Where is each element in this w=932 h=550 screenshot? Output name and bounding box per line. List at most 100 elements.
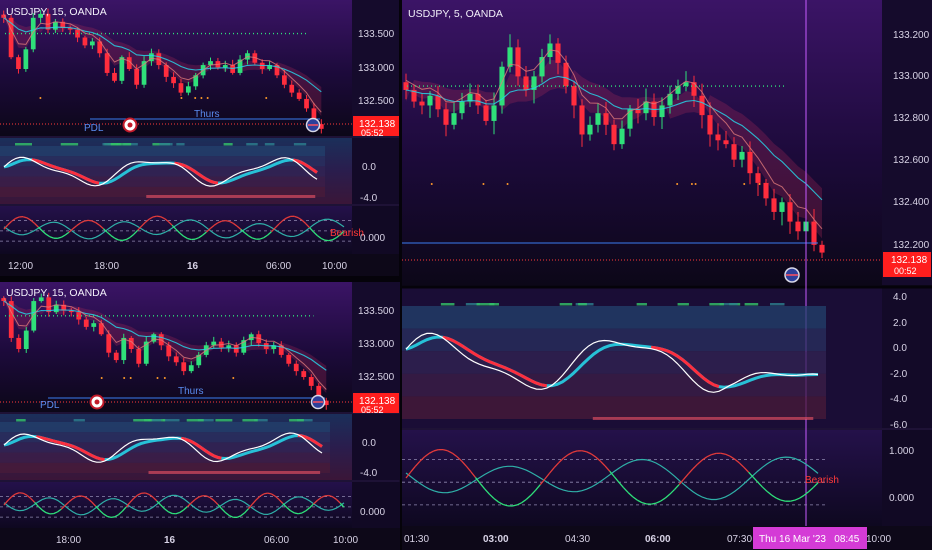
- osc-strip: [215, 419, 233, 422]
- time-axis-bg: [0, 254, 400, 276]
- candle: [723, 140, 729, 145]
- osc-bear-segment: [63, 168, 68, 173]
- vol-line-trend: [627, 492, 634, 498]
- vol-line-trend: [738, 462, 745, 468]
- osc-bear-segment: [181, 163, 187, 168]
- candle: [459, 101, 465, 114]
- osc-bear-segment: [47, 438, 53, 443]
- price-badge-value: 132.138: [359, 119, 396, 130]
- vol-line-trend: [76, 495, 81, 498]
- time-tick: 06:00: [645, 534, 671, 545]
- candle: [76, 312, 82, 320]
- vol-line-trend: [678, 478, 685, 485]
- vol-line-trend: [706, 453, 712, 458]
- vol-line-trend: [183, 235, 188, 240]
- osc-tick: 0.0: [362, 162, 376, 173]
- vol-line-trend: [102, 228, 108, 233]
- oscillator: [402, 303, 826, 420]
- vol-line-trend: [498, 501, 504, 506]
- vol-line-trend: [535, 484, 541, 491]
- candle: [163, 65, 169, 77]
- candle: [53, 21, 58, 30]
- price-badge: [883, 252, 931, 277]
- vol-line-trend: [194, 496, 200, 501]
- candle: [8, 17, 14, 58]
- candle: [304, 98, 309, 109]
- osc-bear-segment: [83, 450, 90, 456]
- vol-line-trend: [544, 472, 551, 480]
- vol-line-trend: [447, 450, 453, 454]
- osc-bear-segment: [300, 160, 306, 166]
- vol-line-trend: [198, 495, 203, 498]
- osc-bear-segment: [317, 442, 323, 448]
- candle: [106, 334, 112, 353]
- price-tick: 133.000: [358, 63, 395, 74]
- vol-line-trend: [525, 494, 532, 500]
- vol-line-trend: [549, 467, 555, 474]
- vol-line-trend: [80, 220, 85, 224]
- candle: [68, 310, 74, 313]
- osc-bear-segment: [442, 335, 449, 340]
- vol-line-trend: [701, 456, 708, 461]
- price-badge-value: 132.138: [891, 255, 928, 266]
- osc-bear-segment: [686, 362, 694, 370]
- osc-bear-segment: [71, 444, 78, 450]
- candle: [222, 65, 228, 68]
- osc-bear-segment: [63, 442, 69, 447]
- vol-line-trend: [720, 452, 726, 455]
- osc-bear-segment: [671, 351, 678, 358]
- vol-line-trend: [171, 224, 177, 230]
- vol-line-trend: [125, 236, 131, 241]
- vol-line-trend: [451, 452, 458, 458]
- osc-strip: [176, 143, 185, 146]
- vol-line-trend: [45, 233, 51, 238]
- osc-bear-segment: [196, 443, 203, 449]
- vol-tick: 0.000: [360, 507, 385, 518]
- vol-line-trend: [118, 510, 123, 516]
- vol-line-trend: [183, 506, 188, 511]
- date-badge: [753, 527, 867, 549]
- candle: [1, 298, 7, 302]
- osc-bear-segment: [59, 441, 65, 446]
- vol-line-trend: [271, 493, 276, 497]
- osc-bear-segment: [59, 167, 64, 172]
- date-badge-text: Thu 16 Mar '23 08:45: [759, 534, 860, 545]
- candle: [136, 349, 142, 364]
- osc-bear-segment: [457, 342, 465, 348]
- price-tick: 133.000: [893, 71, 930, 82]
- time-tick: 18:00: [56, 535, 81, 546]
- candle: [499, 66, 505, 106]
- osc-bear-segment: [530, 379, 538, 385]
- trend-strength-pane: [402, 448, 826, 507]
- osc-bear-segment: [304, 163, 310, 169]
- price-tick: 132.500: [358, 96, 395, 107]
- osc-strip: [578, 303, 587, 306]
- vol-line-trend: [137, 225, 143, 231]
- vol-line-trend: [414, 460, 421, 467]
- price-tick: 133.000: [358, 339, 395, 350]
- osc-strip: [133, 419, 151, 422]
- signal-dot: [100, 377, 103, 379]
- osc-strip: [159, 143, 173, 146]
- vol-line-trend: [72, 496, 77, 500]
- price-pane-bg: [402, 0, 882, 285]
- vol-line-trend: [194, 237, 200, 240]
- candle: [667, 93, 673, 106]
- vol-line-trend: [122, 238, 127, 242]
- osc-bear-segment: [204, 449, 211, 455]
- vol-line-trend: [68, 498, 74, 503]
- vol-line-trend: [301, 510, 307, 514]
- vol-line-trend: [748, 471, 754, 478]
- vol-line-trend: [225, 220, 230, 223]
- vol-line-trend: [664, 493, 671, 499]
- osc-bear-segment: [193, 169, 199, 175]
- vol-line-trend: [512, 504, 518, 507]
- osc-band: [0, 422, 330, 433]
- candle: [237, 59, 243, 73]
- candle: [271, 345, 277, 349]
- osc-bear-segment: [296, 159, 302, 164]
- vol-line-trend: [156, 215, 161, 218]
- vol-line-trend: [110, 516, 115, 519]
- vol-line-trend: [725, 453, 731, 457]
- osc-bear-segment: [86, 177, 92, 183]
